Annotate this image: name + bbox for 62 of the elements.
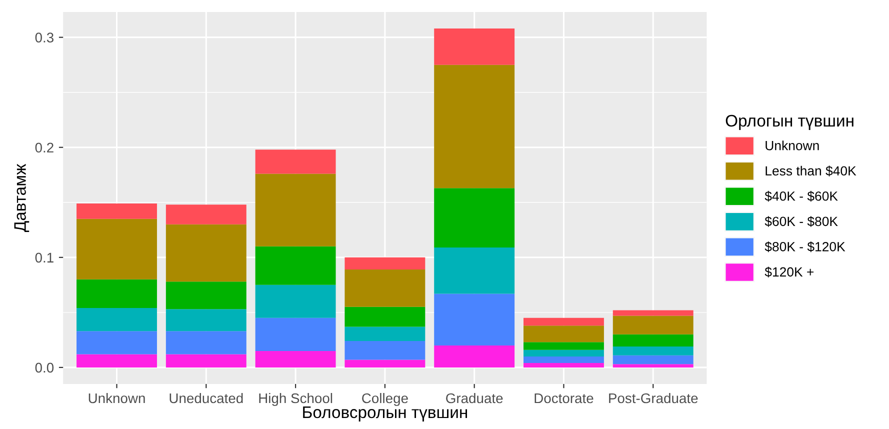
- x-tick-label: High School: [259, 392, 332, 406]
- bar: [255, 174, 336, 246]
- bar: [524, 318, 604, 326]
- bar: [76, 203, 157, 219]
- y-tick-label: 0.0: [35, 362, 54, 373]
- bar: [524, 342, 604, 350]
- y-tick-label: 0.3: [35, 32, 54, 42]
- legend-label: $80K - $120K: [764, 241, 846, 252]
- bar: [612, 310, 694, 316]
- bar: [612, 316, 694, 334]
- bar: [166, 224, 246, 282]
- x-tick-label: Post-Graduate: [609, 392, 698, 404]
- bar: [524, 350, 604, 356]
- bar: [434, 294, 515, 346]
- bar: [344, 270, 426, 307]
- legend-title: Орлогын түвшин: [726, 114, 854, 130]
- bar: [255, 150, 336, 174]
- y-axis-title: Давтамж: [14, 164, 30, 232]
- legend-label: $60K - $80K: [764, 216, 838, 227]
- bar: [612, 346, 694, 356]
- bar: [166, 309, 246, 332]
- bar: [76, 354, 157, 368]
- bar: [255, 246, 336, 285]
- bar: [255, 284, 336, 318]
- bar: [612, 334, 694, 347]
- bar: [76, 308, 157, 332]
- bar: [255, 350, 336, 368]
- y-tick-label: 0.1: [35, 252, 54, 263]
- bar: [434, 64, 515, 188]
- bar: [524, 356, 604, 364]
- legend-label: Less than $40K: [766, 166, 856, 176]
- bar: [434, 188, 515, 248]
- bar: [76, 218, 157, 280]
- bar: [344, 341, 426, 360]
- bar: [166, 354, 246, 368]
- x-tick-label: Doctorate: [534, 393, 594, 404]
- bar: [434, 28, 515, 65]
- legend-label: $40K - $60K: [764, 190, 838, 202]
- bar: [524, 326, 604, 342]
- y-tick-label: 0.2: [35, 142, 54, 153]
- bar: [255, 318, 336, 351]
- bar: [76, 331, 157, 354]
- bar: [612, 355, 694, 364]
- bar: [166, 331, 246, 354]
- bar: [166, 204, 246, 224]
- bar: [612, 364, 694, 368]
- x-tick-label: Unknown: [88, 392, 145, 404]
- bar: [344, 257, 426, 270]
- bar: [344, 326, 426, 342]
- bar: [524, 363, 604, 368]
- x-tick-label: College: [362, 392, 408, 406]
- bar: [344, 360, 426, 368]
- bar: [434, 345, 515, 368]
- bar: [434, 248, 515, 294]
- x-tick-label: Uneducated: [170, 392, 243, 404]
- bar: [166, 282, 246, 310]
- bar: [76, 279, 157, 308]
- bar: [344, 306, 426, 327]
- legend-label: $120K +: [764, 266, 814, 278]
- x-tick-label: Graduate: [446, 392, 503, 404]
- x-axis-title: Боловсролын түвшин: [303, 406, 467, 422]
- legend-label: Unknown: [766, 140, 819, 150]
